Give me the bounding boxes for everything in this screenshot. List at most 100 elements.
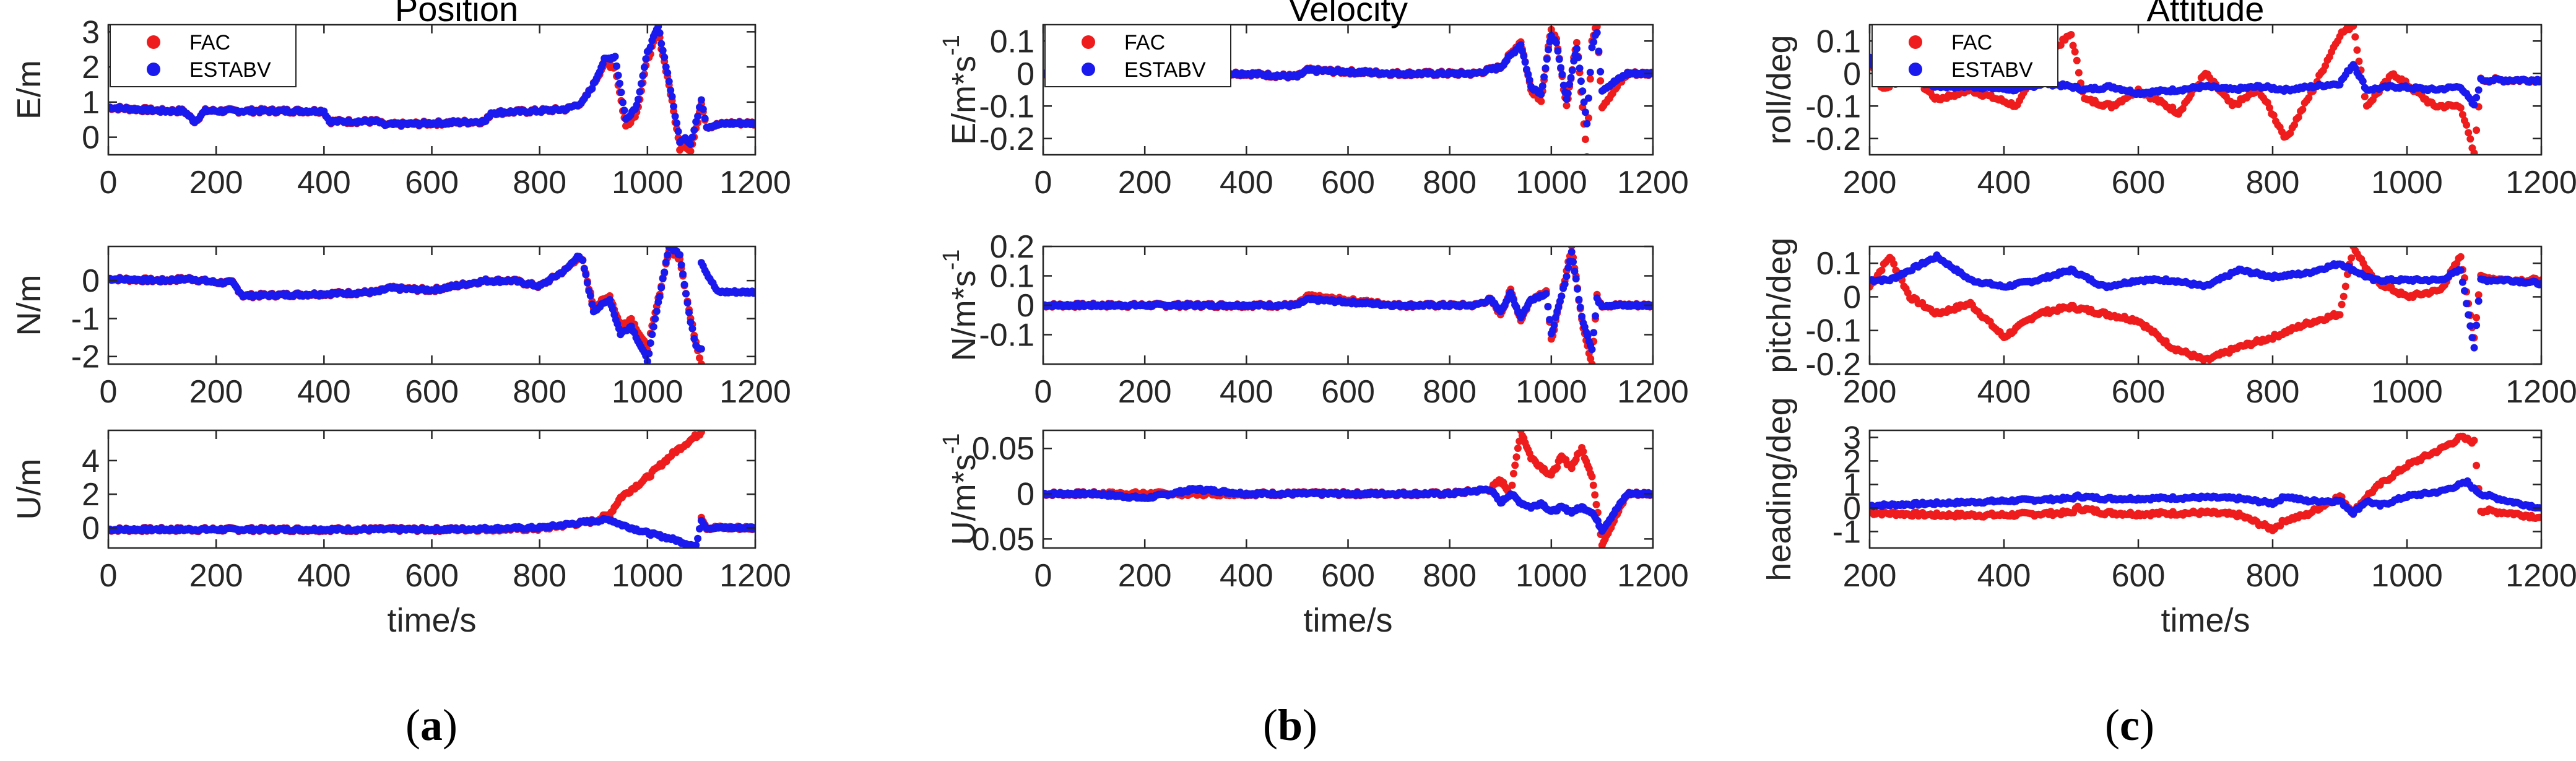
x-tick-label: 200	[1118, 165, 1172, 201]
subplot-vel-n: 0 200 400 600 800 1000 1200-0.100.10.2N/m*s-1	[939, 229, 1689, 410]
x-tick-label: 1000	[1516, 374, 1587, 410]
point-estabv	[1525, 76, 1533, 84]
y-axis-label-exponent: -1	[939, 35, 965, 56]
point-estabv	[649, 323, 657, 331]
x-tick-label: 0	[100, 374, 118, 410]
y-tick-label: -0.2	[979, 121, 1034, 157]
point-estabv	[1586, 69, 1594, 76]
x-tick-label: 800	[1423, 374, 1477, 410]
point-fac	[1586, 75, 1594, 83]
point-estabv	[752, 288, 755, 296]
point-estabv	[646, 339, 654, 347]
point-estabv	[1563, 272, 1571, 280]
subplot-pos-n: 0 200 400 600 800 1000 1200-2-10N/m	[11, 245, 791, 410]
point-estabv	[690, 335, 698, 342]
point-estabv	[1545, 46, 1553, 54]
legend-label-estabv: ESTABV	[189, 58, 271, 82]
x-tick-label: 1200	[1617, 165, 1689, 201]
point-estabv	[671, 112, 679, 120]
point-estabv	[677, 261, 685, 269]
point-estabv	[639, 72, 647, 80]
point-estabv	[636, 88, 644, 96]
point-estabv	[1550, 321, 1558, 329]
point-estabv	[1524, 70, 1532, 78]
series-estabv	[108, 246, 755, 364]
point-estabv	[1540, 73, 1548, 81]
y-tick-label: 0	[82, 120, 100, 156]
point-estabv	[1559, 81, 1568, 89]
point-estabv	[1575, 295, 1583, 303]
point-fac	[1592, 500, 1600, 508]
point-estabv	[617, 89, 625, 97]
point-estabv	[676, 251, 684, 259]
x-tick-label: 800	[1423, 165, 1477, 201]
point-fac	[1511, 461, 1519, 469]
point-estabv	[1564, 90, 1572, 97]
point-estabv	[1538, 82, 1546, 90]
point-estabv	[1572, 275, 1580, 283]
x-tick-label: 400	[297, 165, 351, 201]
point-estabv	[697, 96, 705, 104]
point-estabv	[1579, 87, 1587, 95]
point-estabv	[1590, 329, 1598, 337]
point-estabv	[1576, 64, 1584, 72]
y-tick-label: 2	[82, 50, 100, 85]
x-tick-label: 1200	[719, 165, 791, 201]
point-fac	[697, 360, 705, 364]
point-estabv	[642, 55, 650, 63]
point-estabv	[620, 107, 628, 115]
series-estabv	[108, 515, 755, 548]
point-estabv	[1588, 346, 1596, 354]
point-estabv	[613, 62, 621, 70]
point-estabv	[1595, 47, 1603, 55]
y-axis-label: E/m	[11, 60, 48, 120]
point-estabv	[683, 299, 692, 307]
subplot-title: Position	[395, 0, 518, 28]
point-estabv	[1593, 28, 1601, 37]
point-estabv	[1585, 94, 1592, 102]
point-estabv	[1576, 303, 1584, 311]
data-layer	[108, 25, 755, 155]
point-estabv	[1568, 248, 1576, 256]
y-tick-label: 2	[82, 477, 100, 513]
point-estabv	[687, 318, 695, 326]
point-estabv	[679, 270, 687, 278]
point-estabv	[657, 40, 666, 48]
point-estabv	[633, 101, 641, 109]
legend-marker-fac	[147, 35, 160, 49]
point-estabv	[668, 93, 676, 100]
point-estabv	[682, 290, 690, 298]
x-tick-label: 200	[189, 165, 243, 201]
point-estabv	[583, 279, 591, 287]
point-estabv	[1520, 52, 1528, 60]
point-estabv	[664, 69, 672, 77]
point-estabv	[1577, 77, 1585, 85]
legend-box	[1044, 24, 1231, 87]
point-estabv	[665, 77, 673, 85]
x-tick-label: 600	[405, 374, 459, 410]
point-estabv	[1572, 45, 1581, 53]
point-estabv	[1597, 67, 1605, 76]
point-estabv	[752, 119, 755, 127]
x-tick-label: 200	[1118, 374, 1172, 410]
point-fac	[1588, 472, 1596, 481]
legend-marker-estabv	[147, 63, 160, 76]
x-tick-label: 1000	[612, 558, 683, 594]
x-tick-label: 0	[100, 558, 118, 594]
point-estabv	[697, 345, 705, 353]
point-estabv	[687, 141, 695, 148]
subplot-vel-u: 0 200 400 600 800 1000 1200-0.0500.05U/m*s-1ti…	[939, 429, 1689, 639]
legend-marker-estabv	[1082, 63, 1095, 76]
series-fac	[108, 430, 755, 536]
x-tick-label: 600	[1321, 374, 1375, 410]
point-fac	[1581, 136, 1589, 143]
point-estabv	[688, 324, 696, 333]
point-estabv	[582, 271, 590, 279]
y-tick-label: -0.1	[979, 318, 1034, 354]
point-fac	[1572, 38, 1581, 46]
point-estabv	[1563, 95, 1571, 103]
point-estabv	[1567, 74, 1575, 82]
point-estabv	[637, 80, 645, 88]
